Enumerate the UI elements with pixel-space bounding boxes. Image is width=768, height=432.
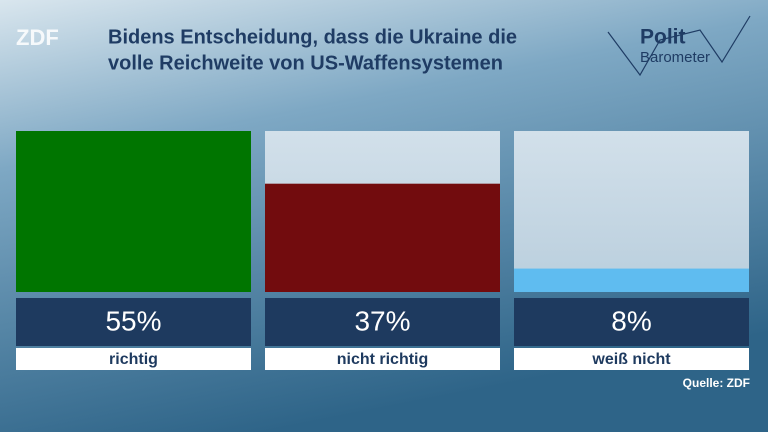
- chart-title: Bidens Entscheidung, dass die Ukraine di…: [108, 26, 517, 48]
- bar: [16, 131, 251, 292]
- bar: [514, 268, 749, 292]
- category-box: [265, 348, 500, 370]
- value-label: 37%: [354, 305, 410, 336]
- program-logo: Barometer: [640, 49, 710, 66]
- category-label: richtig: [109, 351, 158, 368]
- category-box: [16, 348, 251, 370]
- category-label: weiß nicht: [591, 351, 671, 368]
- source: Quelle: ZDF: [683, 376, 750, 390]
- value-label: 55%: [105, 305, 161, 336]
- category-box: [514, 348, 749, 370]
- bar: [265, 183, 500, 292]
- value-box: [265, 298, 500, 346]
- logo-line: [607, 15, 751, 77]
- program-logo: Polit: [640, 26, 686, 49]
- chart-title: volle Reichweite von US-Waffensystemen: [108, 52, 503, 74]
- value-label: 8%: [611, 305, 651, 336]
- category-label: nicht richtig: [337, 351, 429, 368]
- value-box: [514, 298, 749, 346]
- value-box: [16, 298, 251, 346]
- bar-track: [514, 131, 749, 292]
- broadcaster-logo: ZDF: [16, 25, 59, 50]
